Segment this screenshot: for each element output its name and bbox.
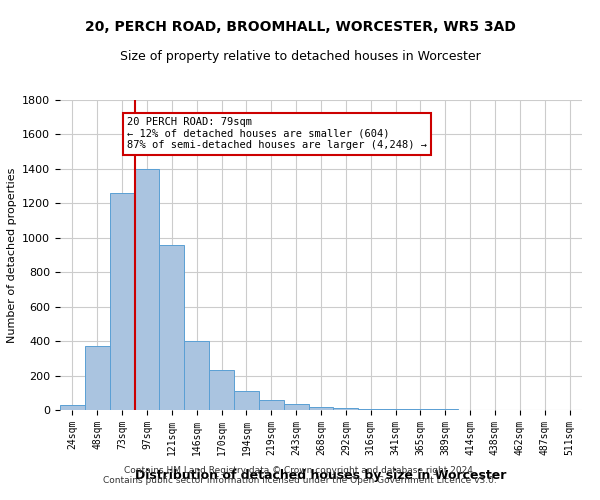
Bar [60,405,85,410]
Bar [358,409,383,410]
Bar [134,169,160,410]
Text: 20, PERCH ROAD, BROOMHALL, WORCESTER, WR5 3AD: 20, PERCH ROAD, BROOMHALL, WORCESTER, WR… [85,20,515,34]
Bar [383,409,408,410]
Bar [259,400,284,410]
Bar [308,406,334,410]
Y-axis label: Number of detached properties: Number of detached properties [7,168,17,342]
Bar [284,404,308,410]
Bar [209,370,234,410]
Bar [160,244,184,410]
Bar [110,193,134,410]
Bar [234,391,259,410]
Text: Contains HM Land Registry data © Crown copyright and database right 2024.
Contai: Contains HM Land Registry data © Crown c… [103,466,497,485]
Text: Size of property relative to detached houses in Worcester: Size of property relative to detached ho… [119,50,481,63]
Bar [85,346,110,410]
Text: 20 PERCH ROAD: 79sqm
← 12% of detached houses are smaller (604)
87% of semi-deta: 20 PERCH ROAD: 79sqm ← 12% of detached h… [127,117,427,150]
Bar [184,341,209,410]
X-axis label: Distribution of detached houses by size in Worcester: Distribution of detached houses by size … [136,469,506,482]
Bar [334,408,358,410]
